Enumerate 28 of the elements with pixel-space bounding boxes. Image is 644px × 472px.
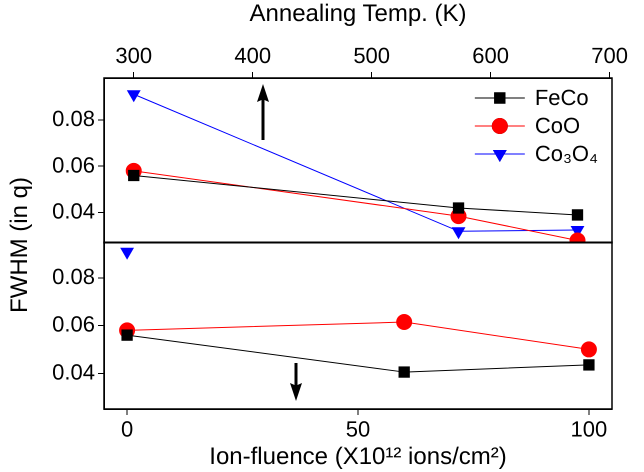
point <box>572 209 584 221</box>
y-tick-label: 0.08 <box>52 264 95 290</box>
x-tick-label: 500 <box>353 42 390 68</box>
point <box>580 341 597 358</box>
y-tick-label: 0.04 <box>52 198 95 224</box>
y-tick-label: 0.06 <box>52 152 95 178</box>
x-tick-label: 0 <box>120 416 134 442</box>
y-tick-label: 0.04 <box>52 359 95 384</box>
x-tick-label: 400 <box>234 42 272 68</box>
point <box>452 202 464 214</box>
legend-label: CoO <box>534 113 580 138</box>
y-tick-label: 0.06 <box>52 312 95 337</box>
y-tick-label: 0.08 <box>52 106 95 131</box>
x-tick-label: 100 <box>570 416 608 442</box>
x-axis-title: Ion-fluence (X10¹² ions/cm²) <box>209 443 507 470</box>
x-tick-label: 600 <box>472 42 510 68</box>
y-axis-title: FWHM (in q) <box>6 177 34 313</box>
x-tick-label: 50 <box>346 416 370 442</box>
point <box>583 359 595 371</box>
point <box>398 366 410 378</box>
x-axis-title: Annealing Temp. (K) <box>249 0 467 28</box>
x-tick-label: 300 <box>115 42 152 68</box>
point <box>120 248 134 260</box>
x-tick-label: 700 <box>591 42 628 68</box>
legend-label: FeCo <box>534 85 589 110</box>
point <box>126 90 141 102</box>
legend-label: Co₃O₄ <box>534 141 598 166</box>
point <box>396 314 412 330</box>
